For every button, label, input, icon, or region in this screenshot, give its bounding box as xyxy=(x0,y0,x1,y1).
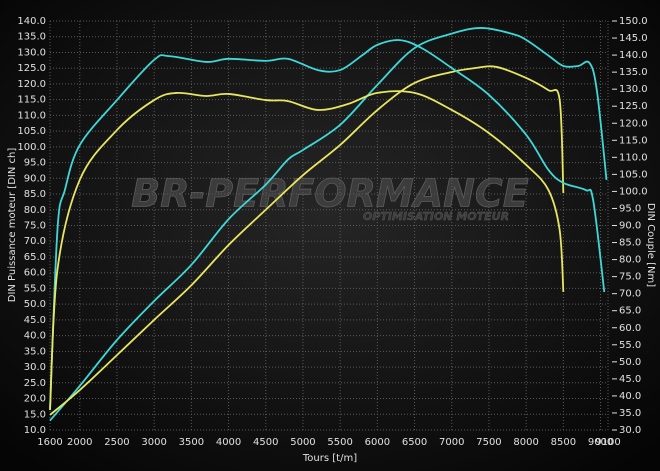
y-tick-label: 115.0 xyxy=(17,95,46,106)
y-tick-label: 10.0 xyxy=(24,425,46,436)
series-line xyxy=(49,65,565,416)
y2-tick-label: 100.0 xyxy=(619,186,648,197)
y2-tick-label: 70.0 xyxy=(619,289,641,300)
y2-tick-label: 125.0 xyxy=(619,101,648,112)
y-tick-label: 140.0 xyxy=(17,16,46,27)
y2-tick-label: 60.0 xyxy=(619,323,641,334)
y-tick-label: 125.0 xyxy=(17,63,46,74)
x-tick-label: 7000 xyxy=(439,437,464,448)
y-tick-label: 95.0 xyxy=(24,158,46,169)
y-axis-title: DIN Puissance moteur [DIN ch] xyxy=(7,148,18,303)
y-tick-label: 35.0 xyxy=(24,346,46,357)
y2-tick-label: 90.0 xyxy=(619,221,641,232)
x-tick-label: 2000 xyxy=(67,437,92,448)
y2-tick-label: 45.0 xyxy=(619,374,641,385)
y2-tick-label: 80.0 xyxy=(619,255,641,266)
y-tick-label: 80.0 xyxy=(24,205,46,216)
y2-tick-label: 65.0 xyxy=(619,306,641,317)
x-tick-label: 9000 xyxy=(588,437,613,448)
y-tick-label: 85.0 xyxy=(24,189,46,200)
y2-tick-label: 115.0 xyxy=(619,135,648,146)
series-line xyxy=(49,90,565,410)
x-tick-label: 4500 xyxy=(253,437,278,448)
y-tick-label: 60.0 xyxy=(24,268,46,279)
y2-tick-label: 40.0 xyxy=(619,391,641,402)
y-tick-label: 75.0 xyxy=(24,221,46,232)
y-tick-label: 70.0 xyxy=(24,236,46,247)
y2-tick-label: 105.0 xyxy=(619,169,648,180)
x-tick-label: 8000 xyxy=(513,437,538,448)
x-tick-label: 6000 xyxy=(365,437,390,448)
y2-axis-title: DIN Couple [Nm] xyxy=(645,203,656,287)
y2-tick-label: 110.0 xyxy=(619,152,648,163)
y-tick-label: 65.0 xyxy=(24,252,46,263)
x-tick-label: 5500 xyxy=(327,437,352,448)
x-tick-label: 3500 xyxy=(179,437,204,448)
y-tick-label: 15.0 xyxy=(24,409,46,420)
series-line xyxy=(49,27,608,422)
y2-tick-label: 95.0 xyxy=(619,203,641,214)
y2-tick-label: 120.0 xyxy=(619,118,648,129)
series-line xyxy=(49,39,606,410)
y-tick-label: 30.0 xyxy=(24,362,46,373)
y-tick-label: 105.0 xyxy=(17,126,46,137)
y2-tick-label: 140.0 xyxy=(619,50,648,61)
y2-tick-label: 130.0 xyxy=(619,84,648,95)
y2-tick-label: 150.0 xyxy=(619,16,648,27)
y2-tick-label: 30.0 xyxy=(619,425,641,436)
y-tick-label: 40.0 xyxy=(24,331,46,342)
y-tick-label: 55.0 xyxy=(24,283,46,294)
y2-tick-label: 55.0 xyxy=(619,340,641,351)
x-tick-label: 6500 xyxy=(402,437,427,448)
y-tick-label: 110.0 xyxy=(17,110,46,121)
x-axis-title: Tours [t/m] xyxy=(302,453,357,464)
x-tick-label: 4000 xyxy=(216,437,241,448)
y2-tick-label: 35.0 xyxy=(619,408,641,419)
watermark: BR-PERFORMANCE xyxy=(131,172,529,216)
x-tick-label: 5000 xyxy=(290,437,315,448)
x-tick-label: 2500 xyxy=(104,437,129,448)
y-tick-label: 100.0 xyxy=(17,142,46,153)
y-tick-label: 50.0 xyxy=(24,299,46,310)
y-tick-label: 90.0 xyxy=(24,173,46,184)
y-tick-label: 135.0 xyxy=(17,32,46,43)
y-tick-label: 120.0 xyxy=(17,79,46,90)
y-tick-label: 130.0 xyxy=(17,47,46,58)
y2-tick-label: 135.0 xyxy=(619,67,648,78)
watermark-subtitle: OPTIMISATION MOTEUR xyxy=(363,210,509,223)
y-tick-label: 20.0 xyxy=(24,394,46,405)
y-tick-label: 45.0 xyxy=(24,315,46,326)
x-tick-label: 9100 xyxy=(595,437,620,448)
y2-tick-label: 145.0 xyxy=(619,33,648,44)
y2-tick-label: 75.0 xyxy=(619,272,641,283)
x-tick-label: 1600 xyxy=(37,437,62,448)
y-tick-label: 25.0 xyxy=(24,378,46,389)
y2-tick-label: 50.0 xyxy=(619,357,641,368)
x-tick-label: 7500 xyxy=(476,437,501,448)
x-tick-label: 8500 xyxy=(551,437,576,448)
x-tick-label: 3000 xyxy=(141,437,166,448)
y2-tick-label: 85.0 xyxy=(619,238,641,249)
